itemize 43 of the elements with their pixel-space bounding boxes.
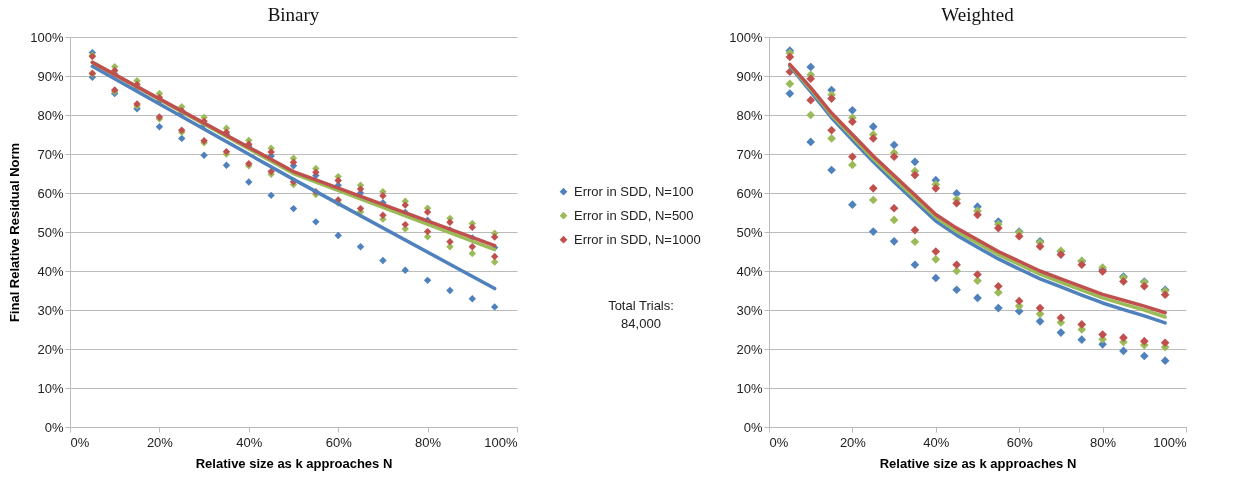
- y-tick-label: 100%: [729, 29, 763, 45]
- y-tick-label: 10%: [37, 380, 64, 396]
- y-tick-label: 10%: [736, 380, 763, 396]
- x-tick-label: 0%: [70, 434, 90, 450]
- y-tick-label: 30%: [736, 302, 763, 318]
- x-tick-label: 80%: [415, 434, 442, 450]
- y-tick-label: 60%: [736, 185, 763, 201]
- chart-title: Weighted: [941, 4, 1015, 25]
- x-tick-label: 100%: [1153, 434, 1187, 450]
- x-tick-label: 40%: [923, 434, 950, 450]
- y-tick-label: 90%: [37, 68, 64, 84]
- y-tick-label: 70%: [736, 146, 763, 162]
- legend-label: Error in SDD, N=500: [574, 207, 694, 223]
- legend-label: Error in SDD, N=100: [574, 183, 694, 199]
- y-tick-label: 50%: [37, 224, 64, 240]
- x-tick-label: 20%: [146, 434, 174, 450]
- text: Total Trials: 84,000: [607, 297, 675, 333]
- y-tick-label: 20%: [37, 341, 64, 357]
- y-tick-label: 0%: [743, 419, 763, 435]
- y-tick-label: 70%: [37, 146, 64, 162]
- y-tick-label: 50%: [736, 224, 763, 240]
- y-tick-label: 60%: [37, 185, 64, 201]
- x-tick-label: 80%: [1090, 434, 1117, 450]
- legend-label: Error in SDD, N=1000: [574, 231, 701, 247]
- y-axis-title: Final Relative Residual Norm: [7, 142, 23, 323]
- y-tick-label: 20%: [736, 341, 763, 357]
- y-tick-label: 30%: [37, 302, 64, 318]
- y-tick-label: 40%: [736, 263, 763, 279]
- x-tick-label: 20%: [839, 434, 867, 450]
- x-axis-title: Relative size as k approaches N: [879, 455, 1077, 471]
- y-tick-label: 0%: [44, 419, 64, 435]
- x-tick-label: 40%: [236, 434, 263, 450]
- y-tick-label: 100%: [30, 29, 64, 45]
- x-tick-label: 60%: [1006, 434, 1034, 450]
- y-tick-label: 80%: [37, 107, 64, 123]
- x-tick-label: 60%: [325, 434, 353, 450]
- x-tick-label: 100%: [484, 434, 518, 450]
- y-tick-label: 80%: [736, 107, 763, 123]
- chart-title: Binary: [267, 4, 320, 25]
- y-tick-label: 90%: [736, 68, 763, 84]
- x-axis-title: Relative size as k approaches N: [195, 455, 393, 471]
- x-tick-label: 0%: [769, 434, 789, 450]
- y-tick-label: 40%: [37, 263, 64, 279]
